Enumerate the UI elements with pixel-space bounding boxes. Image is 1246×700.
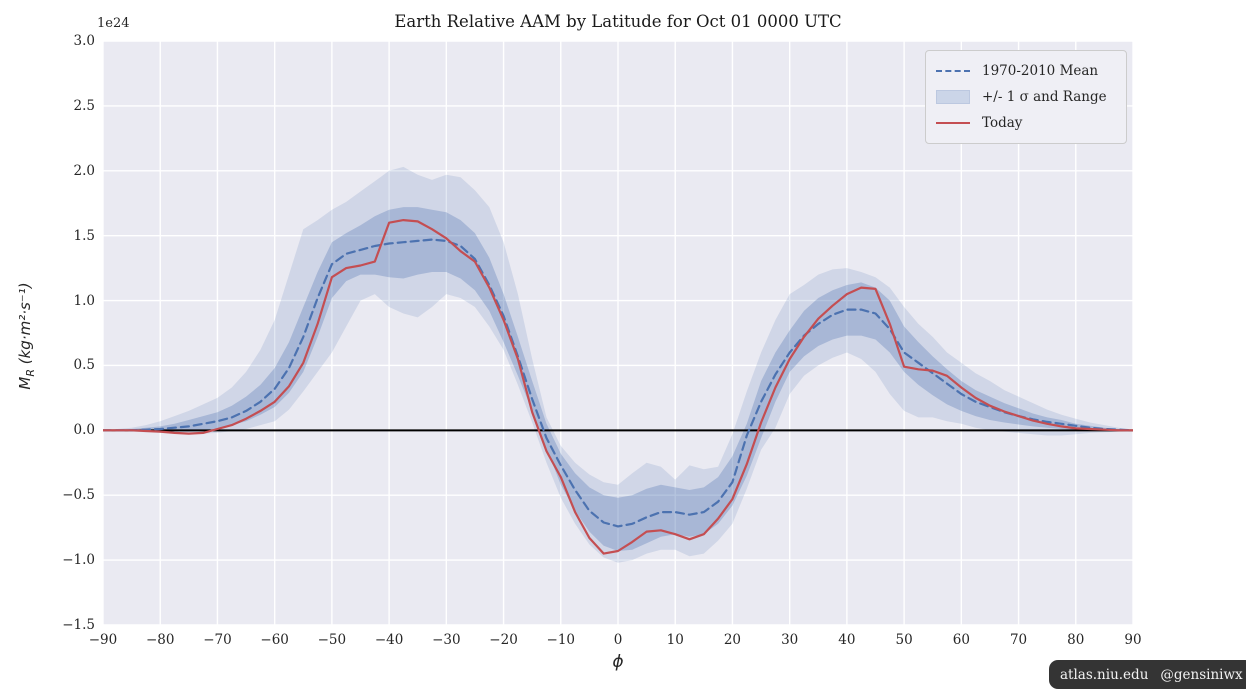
x-tick-label: 0 — [613, 632, 623, 648]
y-tick-label: 2.5 — [73, 97, 95, 114]
x-tick-label: 60 — [952, 632, 970, 648]
y-axis-label-var: M — [16, 376, 34, 390]
x-tick-label: 20 — [723, 632, 742, 648]
x-tick-label: −30 — [432, 632, 461, 648]
solid-line-icon — [936, 122, 970, 124]
x-axis-label: ϕ — [612, 652, 624, 672]
x-tick-label: −70 — [203, 632, 232, 648]
x-tick-label: −80 — [145, 632, 175, 648]
plot-canvas — [103, 41, 1133, 625]
y-axis-label: MR (kg·m²·s⁻¹) — [16, 174, 38, 498]
y-axis-label-units: (kg·m²·s⁻¹) — [16, 282, 34, 369]
legend-label: +/- 1 σ and Range — [982, 89, 1107, 105]
today-line — [103, 219, 1133, 555]
legend-label: 1970-2010 Mean — [982, 63, 1099, 79]
watermark-badge: atlas.niu.edu @gensiniwx — [1049, 660, 1246, 689]
x-tick-label: 10 — [666, 632, 684, 648]
x-tick-label: −90 — [88, 632, 118, 648]
legend-label: Today — [982, 115, 1023, 131]
y-tick-label: 1.0 — [73, 292, 95, 309]
x-tick-label: −60 — [260, 632, 289, 648]
x-tick-label: 50 — [895, 632, 913, 648]
x-tick-label: −10 — [546, 632, 576, 648]
legend-item-mean: 1970-2010 Mean — [936, 58, 1116, 84]
y-axis-offset-label: 1e24 — [97, 16, 130, 31]
legend-item-today: Today — [936, 110, 1116, 136]
legend-item-band: +/- 1 σ and Range — [936, 84, 1116, 110]
y-tick-label: 1.5 — [73, 227, 95, 244]
x-tick-label: 80 — [1067, 632, 1085, 648]
y-tick-label: 0.0 — [73, 422, 95, 439]
chart-title: Earth Relative AAM by Latitude for Oct 0… — [394, 12, 842, 31]
y-tick-label: 0.5 — [73, 357, 95, 374]
band-patch-icon — [936, 90, 970, 104]
x-tick-label: 70 — [1009, 632, 1028, 648]
x-tick-label: 40 — [838, 632, 856, 648]
y-tick-label: −0.5 — [62, 487, 95, 504]
sigma-band — [103, 207, 1133, 551]
y-tick-label: 2.0 — [73, 162, 95, 179]
x-tick-label: 90 — [1124, 632, 1142, 648]
y-tick-label: −1.0 — [62, 552, 95, 569]
legend: 1970-2010 Mean +/- 1 σ and Range Today — [925, 50, 1127, 144]
watermark-site: atlas.niu.edu — [1060, 666, 1149, 683]
x-tick-label: 30 — [781, 632, 799, 648]
y-tick-label: −1.5 — [62, 617, 95, 633]
dashed-line-icon — [936, 70, 970, 72]
watermark-handle: @gensiniwx — [1160, 666, 1243, 683]
x-tick-label: −20 — [489, 632, 518, 648]
mean-line — [103, 238, 1133, 528]
y-tick-label: 3.0 — [73, 33, 95, 49]
x-tick-label: −40 — [374, 632, 404, 648]
x-tick-label: −50 — [317, 632, 347, 648]
